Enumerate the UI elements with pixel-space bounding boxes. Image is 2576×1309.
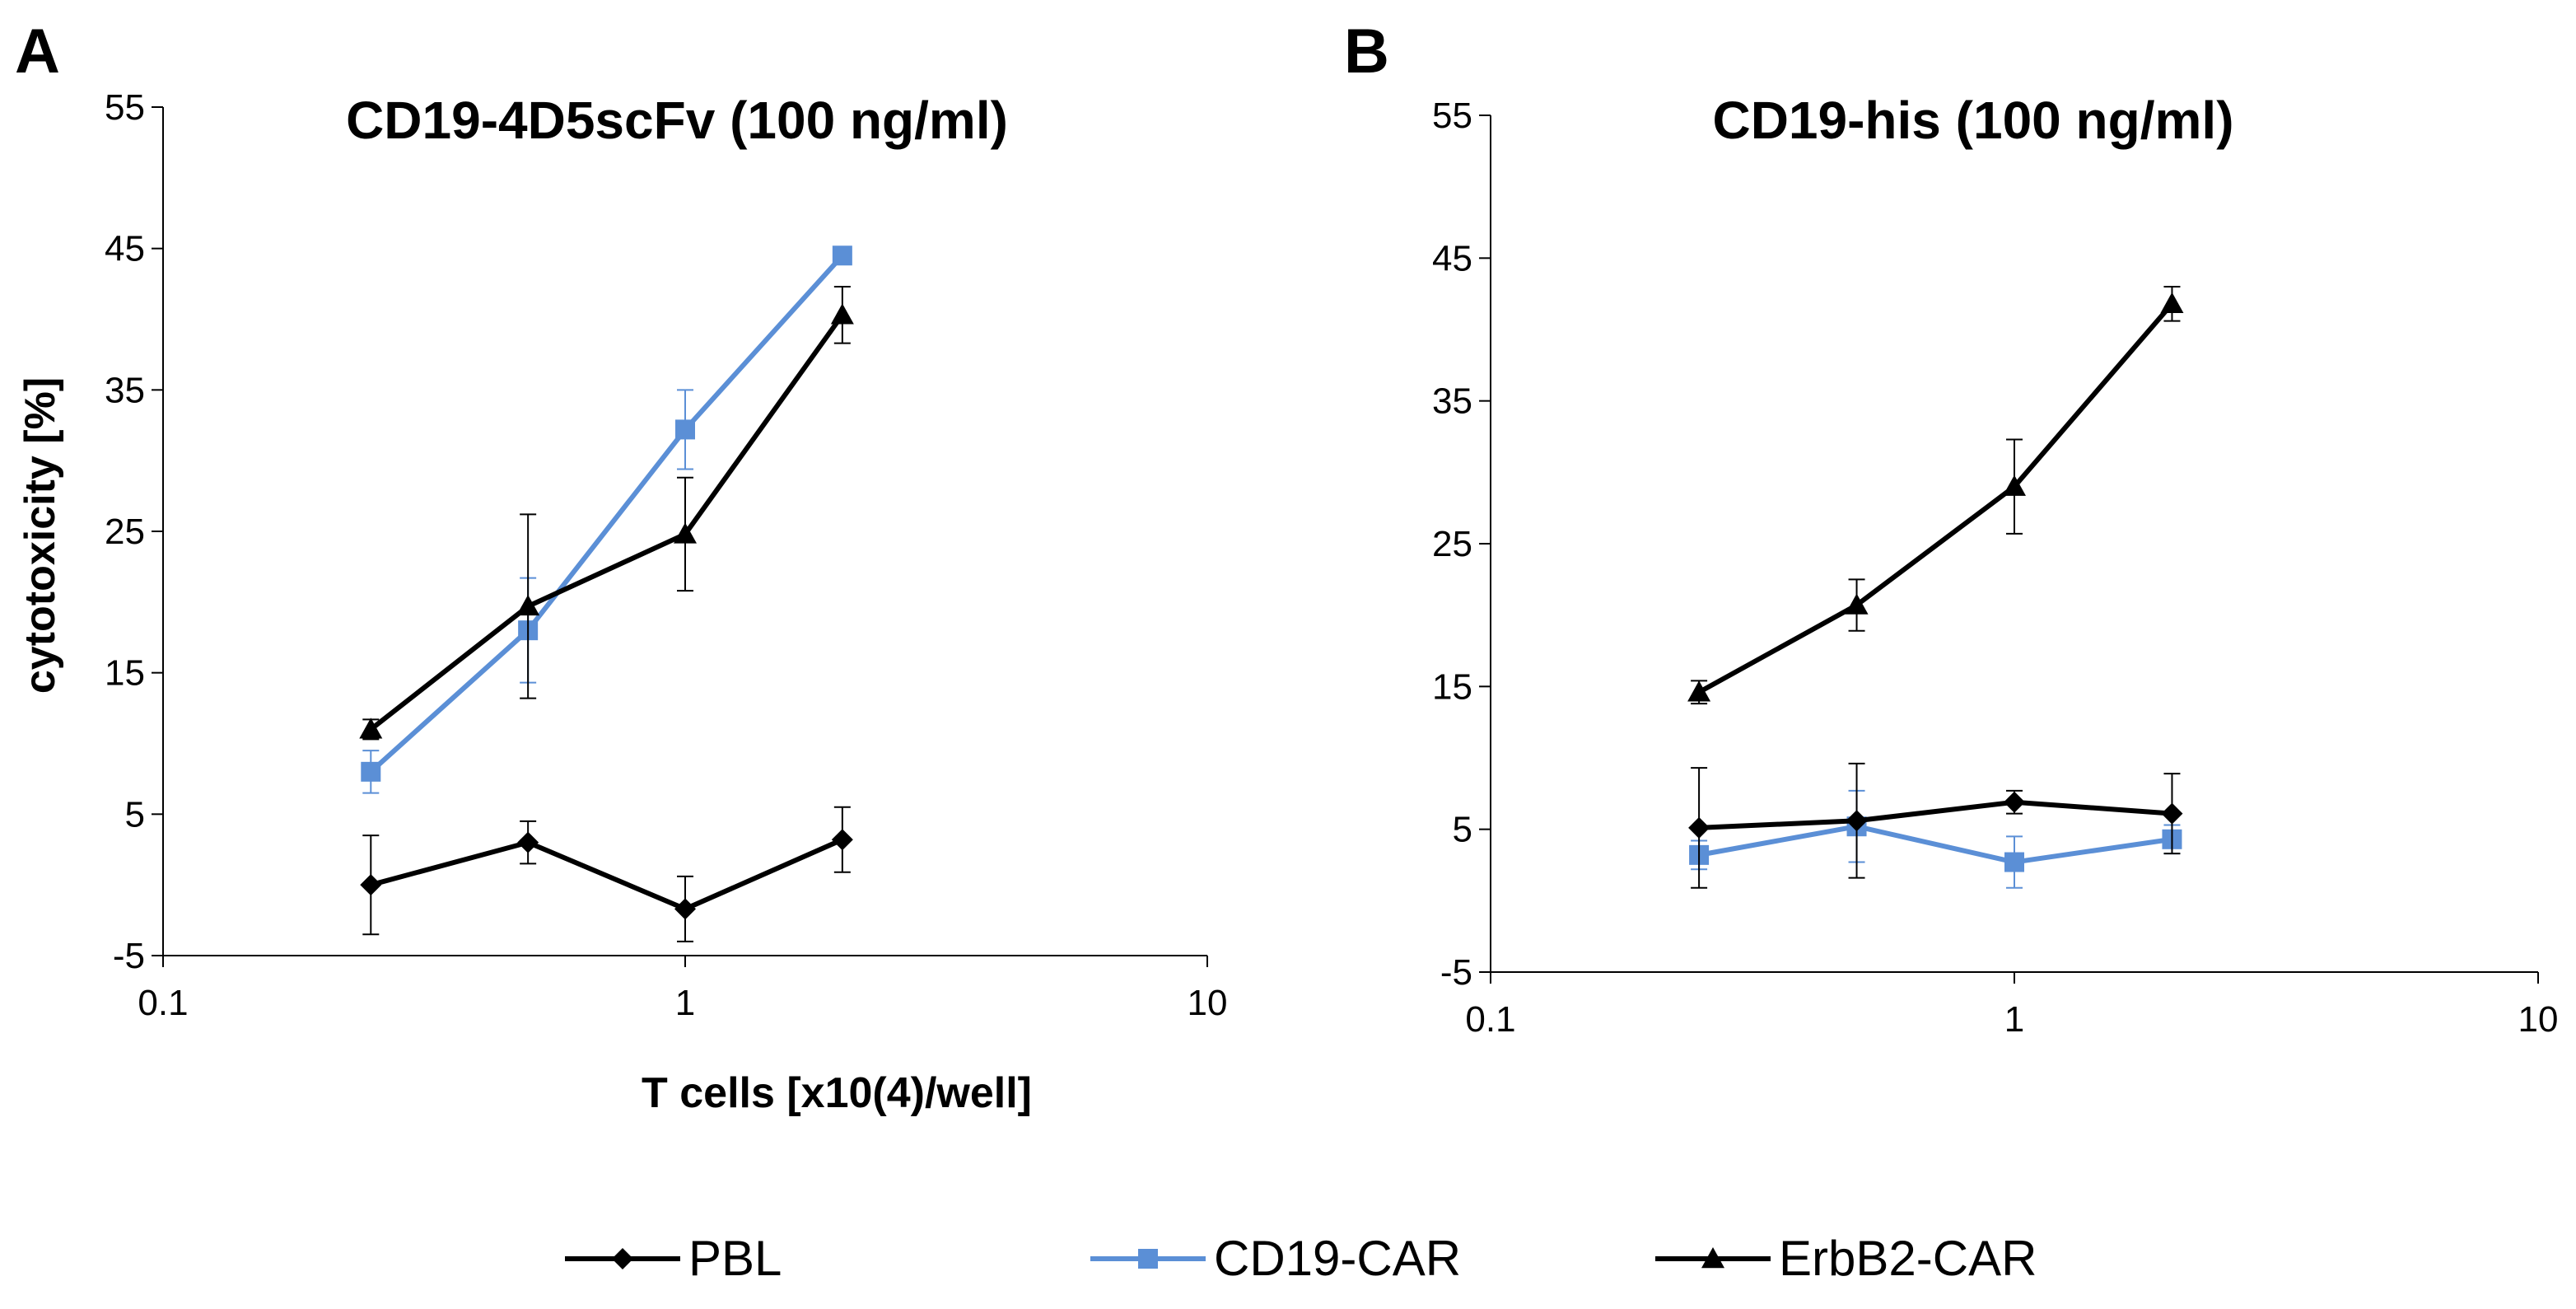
series-line-pbl — [1698, 799, 2172, 830]
y-tick-label-b: 25 — [1432, 524, 1472, 564]
data-point-cd19-car — [2004, 852, 2024, 872]
y-tick-label-a: 35 — [105, 370, 145, 410]
data-point-erbb2-car — [674, 522, 697, 544]
series-cd19-car-a — [361, 245, 852, 794]
legend-item-pbl: PBL — [565, 1231, 782, 1286]
series-erbb2-car-a — [359, 286, 854, 741]
chart-title-a: CD19-4D5scFv (100 ng/ml) — [346, 91, 1008, 150]
x-tick-label-b: 1 — [2004, 999, 2024, 1040]
plot-panel-b: -5 5 15 25 35 45 55 0.1 1 10 — [1432, 96, 2558, 1040]
legend-item-cd19-car: CD19-CAR — [1090, 1231, 1461, 1286]
series-line-cd19-car — [1698, 824, 2172, 865]
series-erbb2-car-b — [1687, 286, 2184, 705]
x-tick-label-a: 10 — [1188, 983, 1228, 1023]
y-tick-label-a: -5 — [113, 936, 145, 976]
x-tick-label-a: 0.1 — [138, 983, 188, 1023]
data-point-pbl — [2004, 791, 2025, 813]
y-tick-label-b: 35 — [1432, 381, 1472, 422]
series-cd19-car-b — [1689, 789, 2182, 889]
series-line-pbl — [370, 837, 844, 912]
data-point-erbb2-car — [2160, 292, 2184, 313]
y-tick-label-a: 25 — [105, 512, 145, 552]
data-point-cd19-car — [832, 245, 852, 266]
data-point-pbl — [1846, 810, 1868, 832]
panel-letter-b: B — [1344, 16, 1389, 86]
legend-item-erbb2-car: ErbB2-CAR — [1655, 1231, 2037, 1286]
legend-marker — [1701, 1247, 1724, 1269]
legend-label: PBL — [688, 1231, 782, 1286]
data-point-pbl — [1688, 816, 1710, 839]
legend-label: CD19-CAR — [1214, 1231, 1461, 1286]
legend-marker — [612, 1248, 633, 1269]
panel-letter-a: A — [15, 16, 60, 86]
data-point-erbb2-car — [359, 718, 383, 739]
data-point-pbl — [674, 898, 696, 920]
y-tick-label-b: 5 — [1453, 810, 1472, 850]
y-tick-label-a: 55 — [105, 87, 145, 128]
y-axis-title: cytotoxicity [%] — [16, 377, 64, 694]
x-tick-label-b: 10 — [2518, 999, 2559, 1040]
data-point-erbb2-car — [2003, 475, 2026, 496]
series-line-cd19-car — [369, 254, 845, 774]
data-point-erbb2-car — [830, 303, 854, 325]
data-point-pbl — [360, 874, 382, 896]
y-tick-label-a: 45 — [105, 229, 145, 269]
data-point-erbb2-car — [1687, 680, 1711, 702]
x-tick-label-a: 1 — [675, 983, 695, 1023]
data-point-cd19-car — [675, 419, 695, 440]
y-tick-label-a: 5 — [125, 794, 145, 834]
series-line-erbb2-car — [1697, 302, 2174, 694]
legend: PBL CD19-CAR ErbB2-CAR — [565, 1231, 2037, 1286]
data-point-cd19-car — [361, 761, 381, 782]
legend-marker — [1138, 1249, 1158, 1269]
y-tick-label-b: 45 — [1432, 238, 1472, 278]
series-pbl-a — [360, 806, 853, 942]
data-point-pbl — [831, 829, 853, 851]
chart-title-b: CD19-his (100 ng/ml) — [1712, 91, 2233, 150]
series-line-erbb2-car — [369, 313, 845, 732]
y-tick-label-b: -5 — [1440, 952, 1472, 993]
plot-panel-a: -5 5 15 25 35 45 55 0.1 1 10 — [105, 87, 1227, 1023]
y-tick-label-a: 15 — [105, 653, 145, 694]
x-tick-label-b: 0.1 — [1465, 999, 1515, 1040]
y-tick-label-b: 15 — [1432, 666, 1472, 707]
data-point-pbl — [517, 831, 539, 853]
x-axis-title: T cells [x10(4)/well] — [642, 1069, 1032, 1117]
data-point-erbb2-car — [1845, 593, 1869, 615]
y-tick-label-b: 55 — [1432, 96, 1472, 136]
data-point-erbb2-car — [516, 594, 540, 616]
data-point-pbl — [2161, 802, 2183, 825]
series-pbl-b — [1688, 762, 2183, 889]
legend-label: ErbB2-CAR — [1779, 1231, 2037, 1286]
